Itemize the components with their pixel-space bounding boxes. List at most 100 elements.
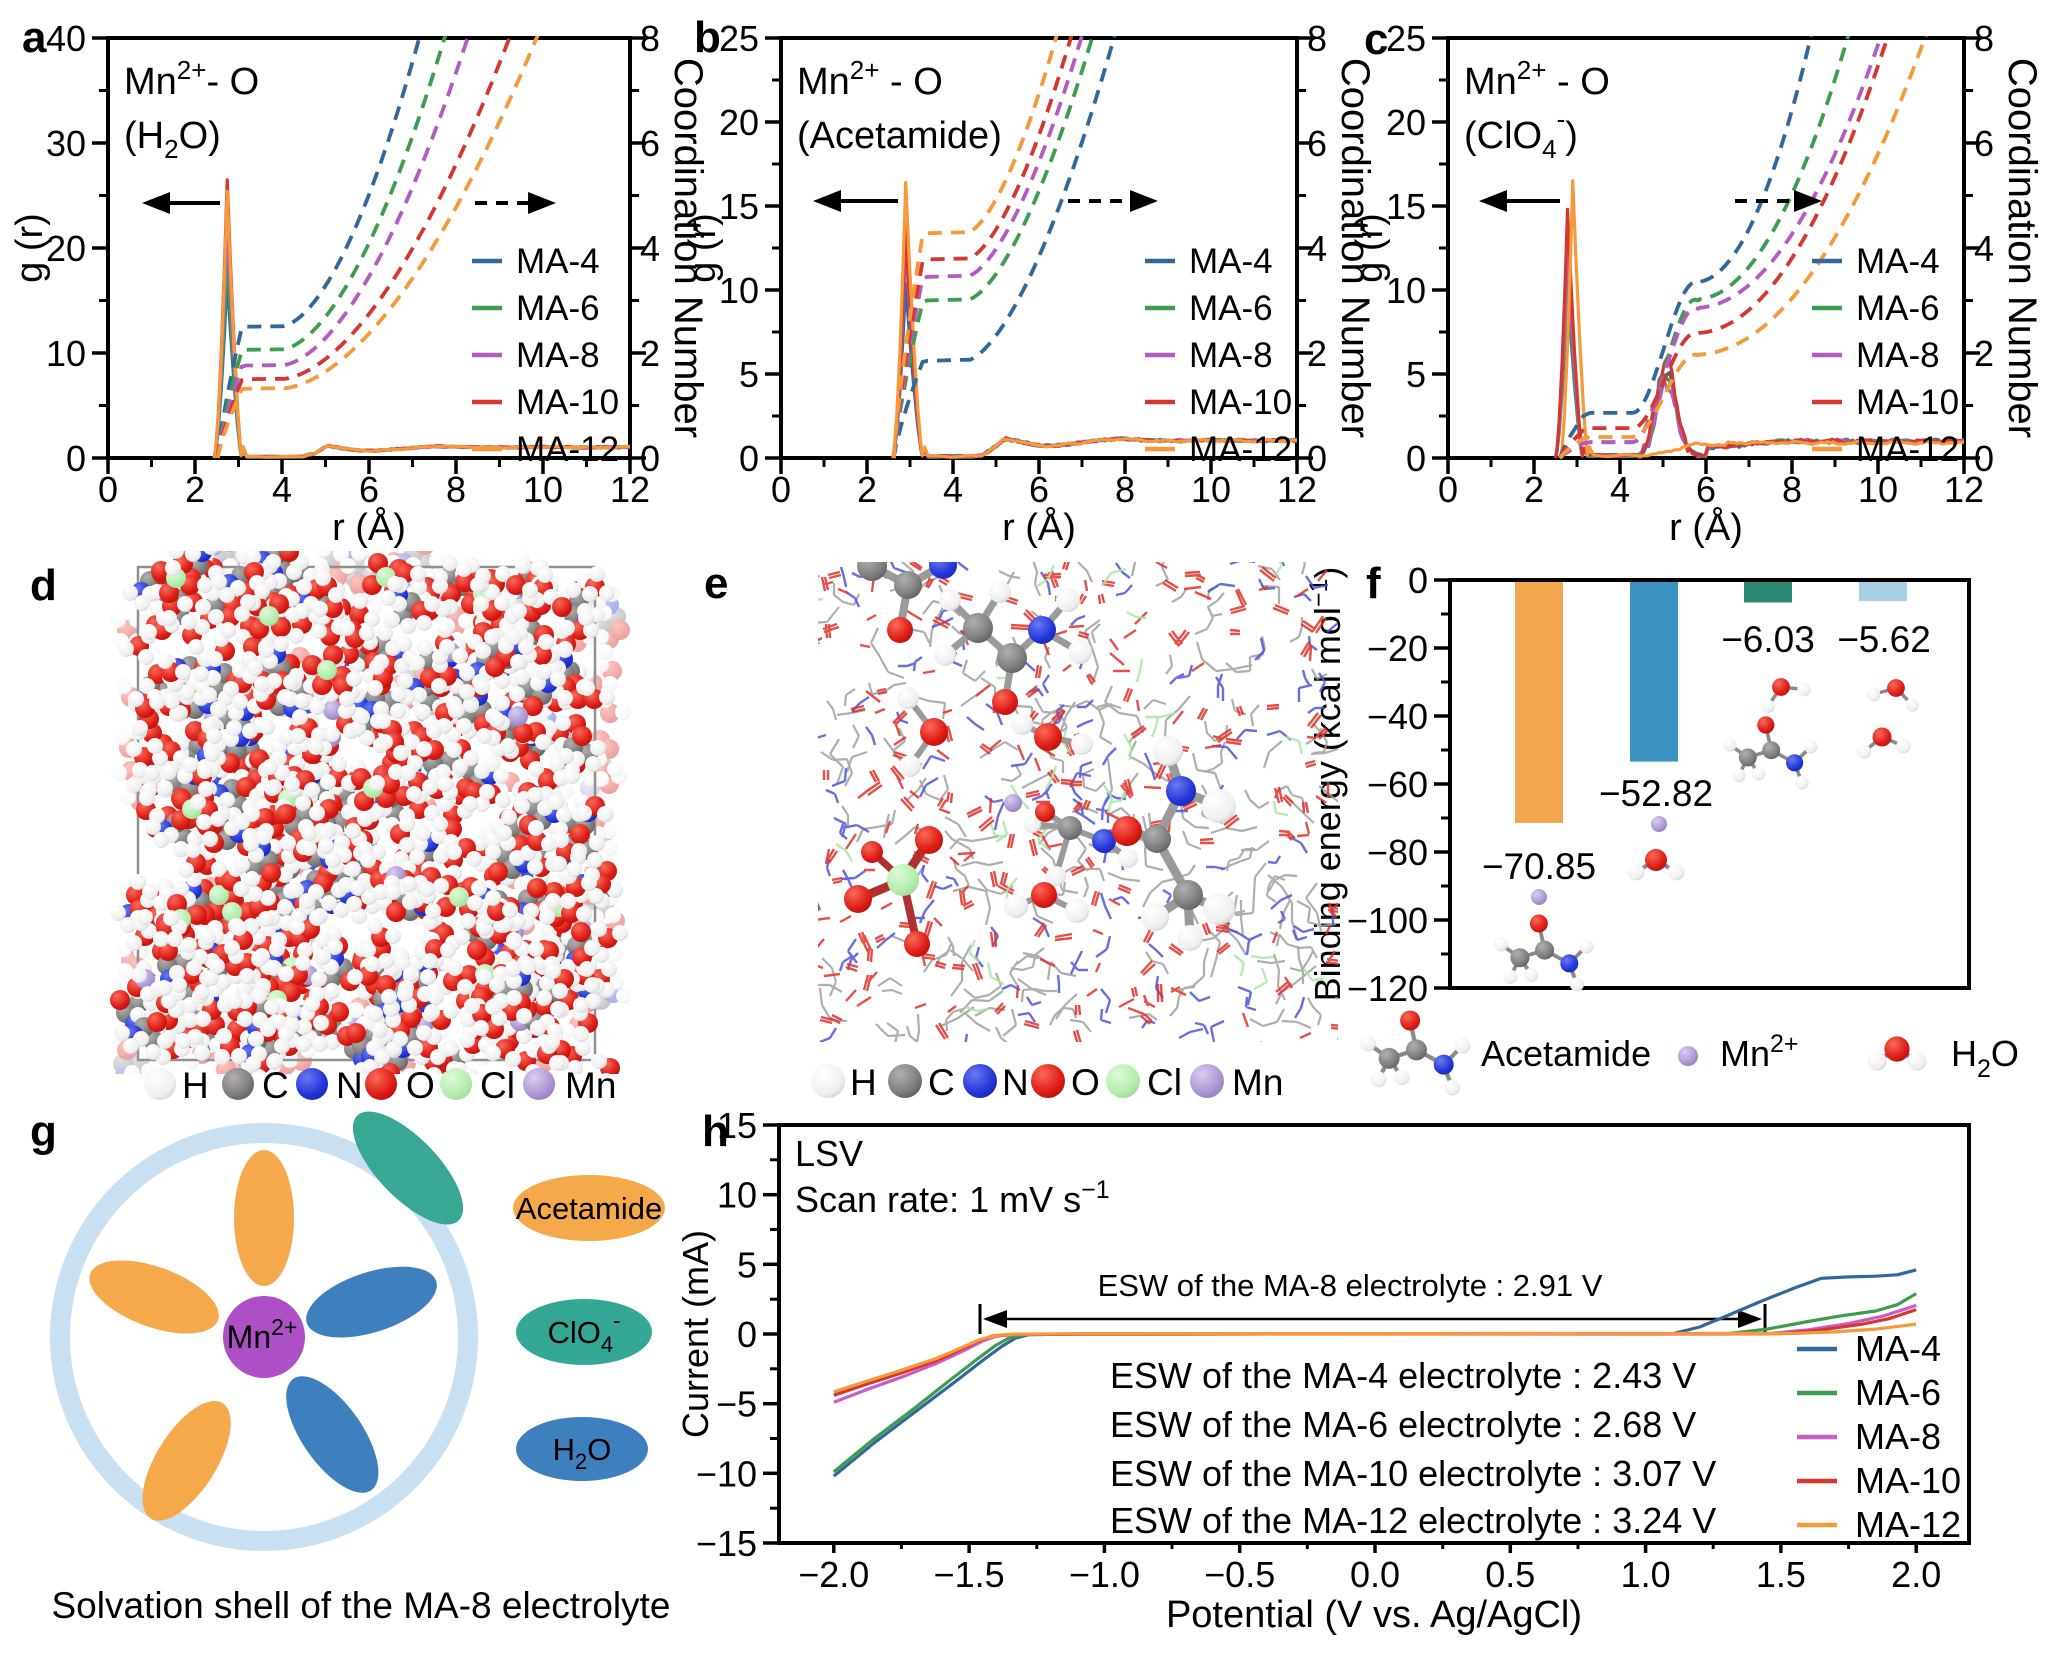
svg-text:8: 8 [1782,469,1802,510]
svg-text:0: 0 [1307,438,1327,479]
svg-text:2: 2 [185,469,205,510]
svg-text:MA-6: MA-6 [1855,1372,1941,1413]
svg-text:MA-10: MA-10 [1856,383,1959,422]
svg-text:Current (mA): Current (mA) [675,1230,716,1438]
svg-text:−80: −80 [1367,832,1428,873]
svg-text:−20: −20 [1367,628,1428,669]
svg-text:0.0: 0.0 [1350,1554,1400,1595]
svg-text:4: 4 [272,469,292,510]
svg-text:25: 25 [719,18,759,59]
svg-text:g (r): g (r) [1349,213,1391,283]
svg-text:Scan rate: 1 mV s−1: Scan rate: 1 mV s−1 [795,1176,1110,1220]
svg-text:−2.0: −2.0 [798,1554,869,1595]
svg-text:0.5: 0.5 [1485,1554,1535,1595]
svg-text:N: N [336,1065,363,1106]
svg-text:12: 12 [610,469,650,510]
svg-text:−6.03: −6.03 [1721,619,1815,660]
svg-text:0: 0 [98,469,118,510]
svg-text:C: C [262,1065,289,1106]
svg-text:ESW of the MA-12 electrolyte :: ESW of the MA-12 electrolyte : 3.24 V [1110,1500,1716,1541]
svg-text:6: 6 [1974,123,1994,164]
svg-text:6: 6 [640,123,660,164]
svg-text:MA-4: MA-4 [1856,242,1940,281]
svg-text:4: 4 [1610,469,1630,510]
svg-text:2: 2 [640,333,660,374]
svg-text:MA-10: MA-10 [516,383,619,422]
svg-text:6: 6 [1029,469,1049,510]
svg-text:20: 20 [1386,102,1426,143]
svg-text:MA-4: MA-4 [1189,242,1273,281]
svg-text:Potential (V vs. Ag/AgCl): Potential (V vs. Ag/AgCl) [1166,1594,1582,1636]
svg-text:−1.5: −1.5 [934,1554,1005,1595]
svg-text:4: 4 [1974,228,1994,269]
svg-text:d: d [30,561,57,610]
svg-text:Coordination Number: Coordination Number [1333,58,1377,438]
svg-text:MA-6: MA-6 [1856,289,1940,328]
svg-text:0: 0 [737,1314,757,1355]
svg-text:−0.5: −0.5 [1204,1554,1275,1595]
svg-text:15: 15 [719,186,759,227]
svg-text:15: 15 [717,1105,757,1146]
svg-text:Solvation shell of the MA-8 el: Solvation shell of the MA-8 electrolyte [51,1585,670,1626]
svg-text:10: 10 [1191,469,1231,510]
svg-text:10: 10 [523,469,563,510]
svg-text:0: 0 [771,469,791,510]
svg-text:−15: −15 [696,1523,757,1564]
svg-text:f: f [1366,559,1381,608]
svg-text:8: 8 [1307,18,1327,59]
svg-text:30: 30 [46,123,86,164]
svg-text:MA-12: MA-12 [516,430,619,469]
svg-text:Acetamide: Acetamide [1481,1033,1651,1074]
svg-text:−70.85: −70.85 [1482,846,1596,887]
svg-text:−5: −5 [716,1384,757,1425]
svg-text:Coordination Number: Coordination Number [666,58,710,438]
svg-text:MA-12: MA-12 [1855,1504,1961,1545]
svg-text:r (Å): r (Å) [1669,505,1743,549]
svg-text:c: c [1364,15,1388,64]
svg-text:40: 40 [46,18,86,59]
svg-text:e: e [704,559,728,608]
svg-text:2: 2 [1307,333,1327,374]
svg-text:r (Å): r (Å) [1002,505,1076,549]
svg-text:O: O [1071,1062,1100,1103]
svg-text:10: 10 [1858,469,1898,510]
svg-text:g (r): g (r) [9,213,51,283]
svg-text:25: 25 [1386,18,1426,59]
svg-text:2: 2 [857,469,877,510]
svg-text:10: 10 [719,270,759,311]
svg-text:MA-4: MA-4 [516,242,600,281]
svg-text:5: 5 [1406,354,1426,395]
svg-text:1.5: 1.5 [1756,1554,1806,1595]
svg-text:4: 4 [943,469,963,510]
svg-text:6: 6 [1307,123,1327,164]
svg-text:N: N [1002,1062,1029,1103]
svg-text:(H2O): (H2O) [124,115,221,164]
svg-text:0: 0 [739,438,759,479]
svg-text:−52.82: −52.82 [1599,773,1713,814]
svg-text:4: 4 [1307,228,1327,269]
svg-text:Cl: Cl [1147,1062,1182,1103]
svg-text:Coordination Number: Coordination Number [2000,58,2044,438]
svg-text:(Acetamide): (Acetamide) [797,115,1002,157]
svg-text:0: 0 [1974,438,1994,479]
svg-text:MA-10: MA-10 [1189,383,1292,422]
svg-text:0: 0 [640,438,660,479]
svg-text:8: 8 [640,18,660,59]
svg-text:Cl: Cl [480,1065,515,1106]
svg-text:O: O [406,1065,435,1106]
svg-text:10: 10 [1386,270,1426,311]
svg-text:−120: −120 [1347,968,1428,1009]
svg-text:H: H [182,1065,209,1106]
svg-text:2.0: 2.0 [1891,1554,1941,1595]
svg-text:5: 5 [739,354,759,395]
svg-text:MA-8: MA-8 [1189,336,1273,375]
svg-text:8: 8 [446,469,466,510]
svg-text:12: 12 [1277,469,1317,510]
svg-text:g: g [30,1107,57,1156]
svg-text:LSV: LSV [795,1133,863,1174]
svg-text:4: 4 [640,228,660,269]
svg-text:MA-12: MA-12 [1856,430,1959,469]
svg-text:H: H [850,1062,877,1103]
svg-text:ESW of the MA-10 electrolyte :: ESW of the MA-10 electrolyte : 3.07 V [1110,1453,1716,1494]
svg-text:MA-6: MA-6 [516,289,600,328]
